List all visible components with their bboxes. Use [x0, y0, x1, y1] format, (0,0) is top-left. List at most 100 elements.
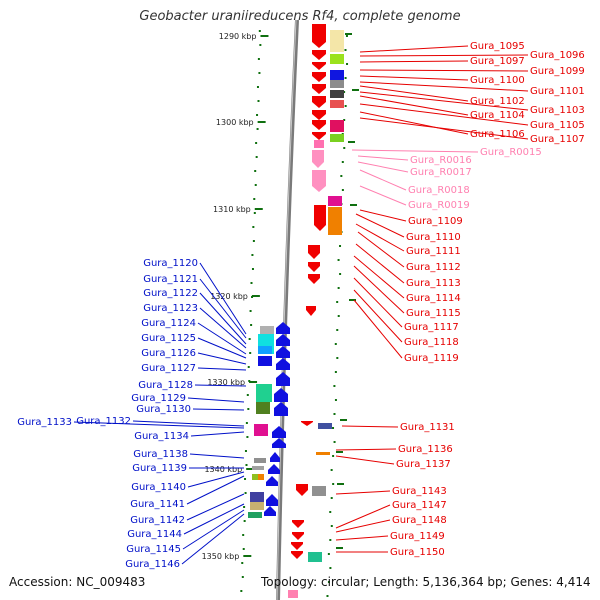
gc-dot — [250, 282, 253, 284]
gc-dot — [346, 63, 349, 65]
gc-dot — [329, 567, 332, 569]
gc-dot — [337, 287, 340, 289]
gc-dot — [247, 408, 250, 410]
gc-dot — [336, 329, 339, 331]
scale-tick-label: 1290 kbp — [219, 32, 257, 41]
scale-tick-label: 1310 kbp — [213, 205, 251, 214]
label-connector — [353, 255, 405, 299]
label-connector — [359, 69, 529, 72]
gene-arrow-forward — [306, 306, 316, 316]
feature-block — [330, 100, 344, 108]
gc-dot — [246, 394, 249, 396]
gene-arrow-reverse — [276, 358, 290, 370]
gc-dot — [249, 310, 252, 312]
feature-block — [308, 552, 322, 562]
label-connector — [192, 408, 245, 411]
genome-backbone-highlight — [276, 19, 297, 600]
gc-dot — [332, 455, 335, 457]
gene-label-right: Gura_1114 — [406, 293, 461, 304]
gene-label-left: Gura_1122 — [143, 288, 198, 299]
feature-block — [250, 492, 264, 502]
gc-dot — [332, 483, 335, 485]
gene-label-right: Gura_1106 — [470, 129, 525, 140]
label-connector — [186, 475, 245, 505]
gene-label-right: Gura_1103 — [530, 105, 585, 116]
gc-dot — [254, 184, 257, 186]
gene-arrow-reverse — [272, 438, 286, 448]
gc-dot — [333, 413, 336, 415]
gc-dot — [337, 315, 340, 317]
gene-label-right: Gura_1099 — [530, 66, 585, 77]
rna-feature — [314, 140, 324, 148]
label-connector — [194, 384, 247, 387]
gc-dot — [330, 497, 333, 499]
gene-label-left: Gura_1132 — [76, 416, 131, 427]
label-connector — [132, 420, 245, 427]
gene-label-left: Gura_1120 — [143, 258, 198, 269]
label-connector — [335, 535, 389, 541]
gene-label-right: Gura_1148 — [392, 515, 447, 526]
gene-arrow-forward — [312, 150, 324, 168]
gene-label-left: Gura_1138 — [133, 449, 188, 460]
gc-dot — [333, 441, 336, 443]
gene-arrow-forward — [291, 551, 303, 559]
gc-dot — [330, 469, 333, 471]
gene-label-left: Gura_1128 — [138, 380, 193, 391]
feature-block — [328, 196, 342, 206]
gc-dot — [336, 301, 339, 303]
gc-dot — [256, 86, 259, 88]
gc-dot — [258, 72, 261, 74]
label-connector — [199, 262, 247, 335]
gene-arrow-forward — [291, 542, 303, 550]
gene-label-left: Gura_1142 — [130, 515, 185, 526]
gc-dot — [245, 422, 248, 424]
scale-tick-label: 1350 kbp — [202, 552, 240, 561]
gene-label-right: Gura_1119 — [404, 353, 459, 364]
label-connector — [359, 45, 469, 53]
feature-block — [256, 402, 270, 414]
label-connector — [190, 431, 245, 437]
gene-arrow-forward — [312, 72, 326, 82]
feature-block — [260, 326, 274, 334]
gene-arrow-reverse — [266, 476, 278, 486]
gene-label-right: Gura_1118 — [404, 337, 459, 348]
gene-label-right: Gura_1111 — [406, 246, 461, 257]
gc-dot — [345, 35, 348, 37]
gc-dot — [333, 385, 336, 387]
gene-label-right: Gura_1101 — [530, 86, 585, 97]
scale-tick-label: 1330 kbp — [207, 378, 245, 387]
gc-dot — [243, 520, 246, 522]
gc-dot — [244, 450, 247, 452]
gc-dot — [241, 576, 244, 578]
gene-label-right: Gura_1112 — [406, 262, 461, 273]
gene-arrow-forward — [292, 532, 304, 540]
gene-arrow-forward — [312, 24, 326, 48]
label-connector — [341, 425, 399, 428]
gc-dot — [245, 464, 248, 466]
gene-label-left: Gura_1126 — [141, 348, 196, 359]
gc-dot — [243, 506, 246, 508]
gene-arrow-reverse — [276, 372, 290, 386]
label-connector — [182, 509, 245, 550]
accession-text: Accession: NC_009483 — [9, 575, 146, 589]
label-connector — [351, 149, 479, 153]
gene-arrow-forward — [312, 96, 326, 108]
gc-dot — [254, 170, 257, 172]
gc-dot — [249, 352, 252, 354]
gene-arrow-forward — [312, 110, 326, 120]
gc-dot — [327, 581, 330, 583]
label-connector — [187, 397, 245, 403]
label-connector — [335, 490, 391, 495]
label-connector — [187, 471, 245, 488]
gene-arrow-forward — [308, 262, 320, 272]
gene-arrow-reverse — [270, 452, 280, 462]
label-connector — [199, 307, 247, 349]
gene-label-left: Gura_1124 — [141, 318, 196, 329]
gene-label-right: Gura_1115 — [406, 308, 461, 319]
gene-label-right: Gura_R0016 — [410, 155, 472, 166]
gc-dot — [240, 590, 243, 592]
gene-label-right: Gura_1100 — [470, 75, 525, 86]
gene-label-right: Gura_1143 — [392, 486, 447, 497]
label-connector — [353, 299, 403, 359]
